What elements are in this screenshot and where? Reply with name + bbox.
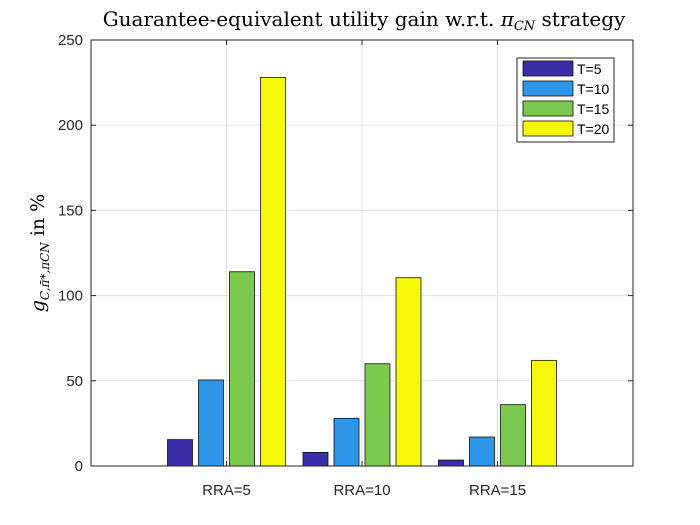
bar-t-5-rra-15 bbox=[438, 459, 464, 467]
bar-t-5-rra-5 bbox=[167, 439, 193, 467]
legend-label: T=5 bbox=[577, 61, 602, 77]
legend: T=5 T=10 T=15 T=20 bbox=[516, 57, 615, 143]
bar-t-20-rra-10 bbox=[395, 277, 422, 467]
y-axis-ticks: 0 50 100 150 200 250 bbox=[58, 32, 633, 475]
legend-label: T=10 bbox=[577, 81, 610, 97]
x-tick-label: RRA=10 bbox=[333, 482, 390, 499]
bar-t-10-rra-15 bbox=[469, 436, 495, 467]
bar-t-20-rra-5 bbox=[260, 77, 286, 467]
y-tick-label: 150 bbox=[58, 202, 83, 219]
legend-label: T=15 bbox=[577, 101, 610, 117]
y-tick-label: 200 bbox=[58, 117, 83, 134]
legend-swatch bbox=[522, 100, 574, 117]
y-axis-label: gC,π̄*,πCN in % bbox=[27, 194, 52, 312]
bar-t-20-rra-15 bbox=[531, 359, 557, 467]
bar-t-5-rra-10 bbox=[302, 451, 329, 467]
bar-t-10-rra-10 bbox=[333, 417, 360, 467]
bar-t-15-rra-10 bbox=[364, 363, 391, 467]
legend-label: T=20 bbox=[577, 121, 610, 137]
bars bbox=[167, 77, 557, 467]
y-tick-label: 50 bbox=[66, 373, 83, 390]
bar-t-15-rra-15 bbox=[500, 404, 526, 467]
x-tick-label: RRA=5 bbox=[202, 482, 251, 499]
legend-swatch bbox=[522, 80, 574, 97]
chart-title: Guarantee-equivalent utility gain w.r.t.… bbox=[103, 7, 626, 34]
y-tick-label: 100 bbox=[58, 288, 83, 305]
legend-swatch bbox=[522, 60, 574, 77]
y-tick-label: 0 bbox=[75, 458, 83, 475]
bar-t-15-rra-5 bbox=[229, 271, 255, 467]
y-tick-label: 250 bbox=[58, 32, 83, 49]
x-tick-label: RRA=15 bbox=[469, 482, 526, 499]
legend-swatch bbox=[522, 120, 574, 137]
bar-t-10-rra-5 bbox=[198, 379, 224, 467]
x-axis-ticks: RRA=5 RRA=10 RRA=15 bbox=[202, 40, 526, 499]
